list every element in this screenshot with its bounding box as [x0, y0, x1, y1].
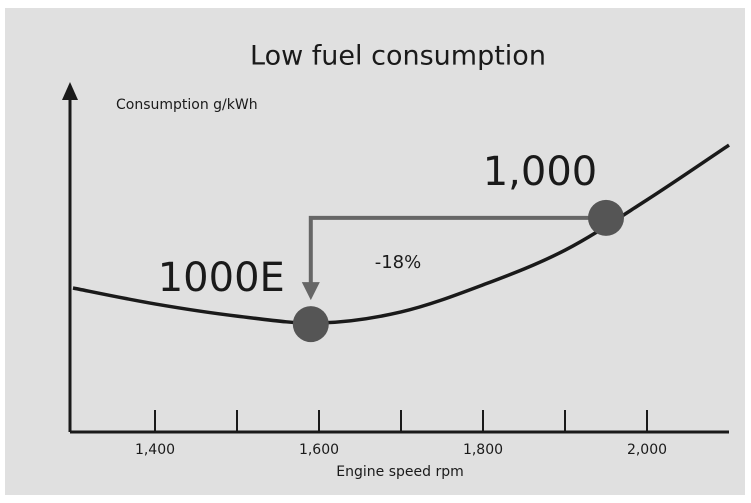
- x-tick-label: 1,400: [135, 442, 175, 458]
- x-tick-label: 2,000: [627, 442, 667, 458]
- point-label: 1,000: [483, 149, 598, 195]
- chart-title: Low fuel consumption: [250, 41, 546, 72]
- x-axis-label: Engine speed rpm: [336, 464, 463, 480]
- point: [292, 306, 329, 343]
- x-tick-label: 1,800: [463, 442, 503, 458]
- annotation: -18%: [375, 252, 422, 273]
- arrow: [308, 215, 606, 285]
- point-label: 1000E: [158, 255, 285, 301]
- y-axis-arrow: [62, 82, 78, 100]
- arrow-head: [301, 282, 320, 301]
- background: [5, 8, 745, 495]
- point: [588, 199, 624, 236]
- x-tick-label: 1,600: [299, 442, 339, 458]
- y-axis-label: Consumption g/kWh: [116, 97, 258, 113]
